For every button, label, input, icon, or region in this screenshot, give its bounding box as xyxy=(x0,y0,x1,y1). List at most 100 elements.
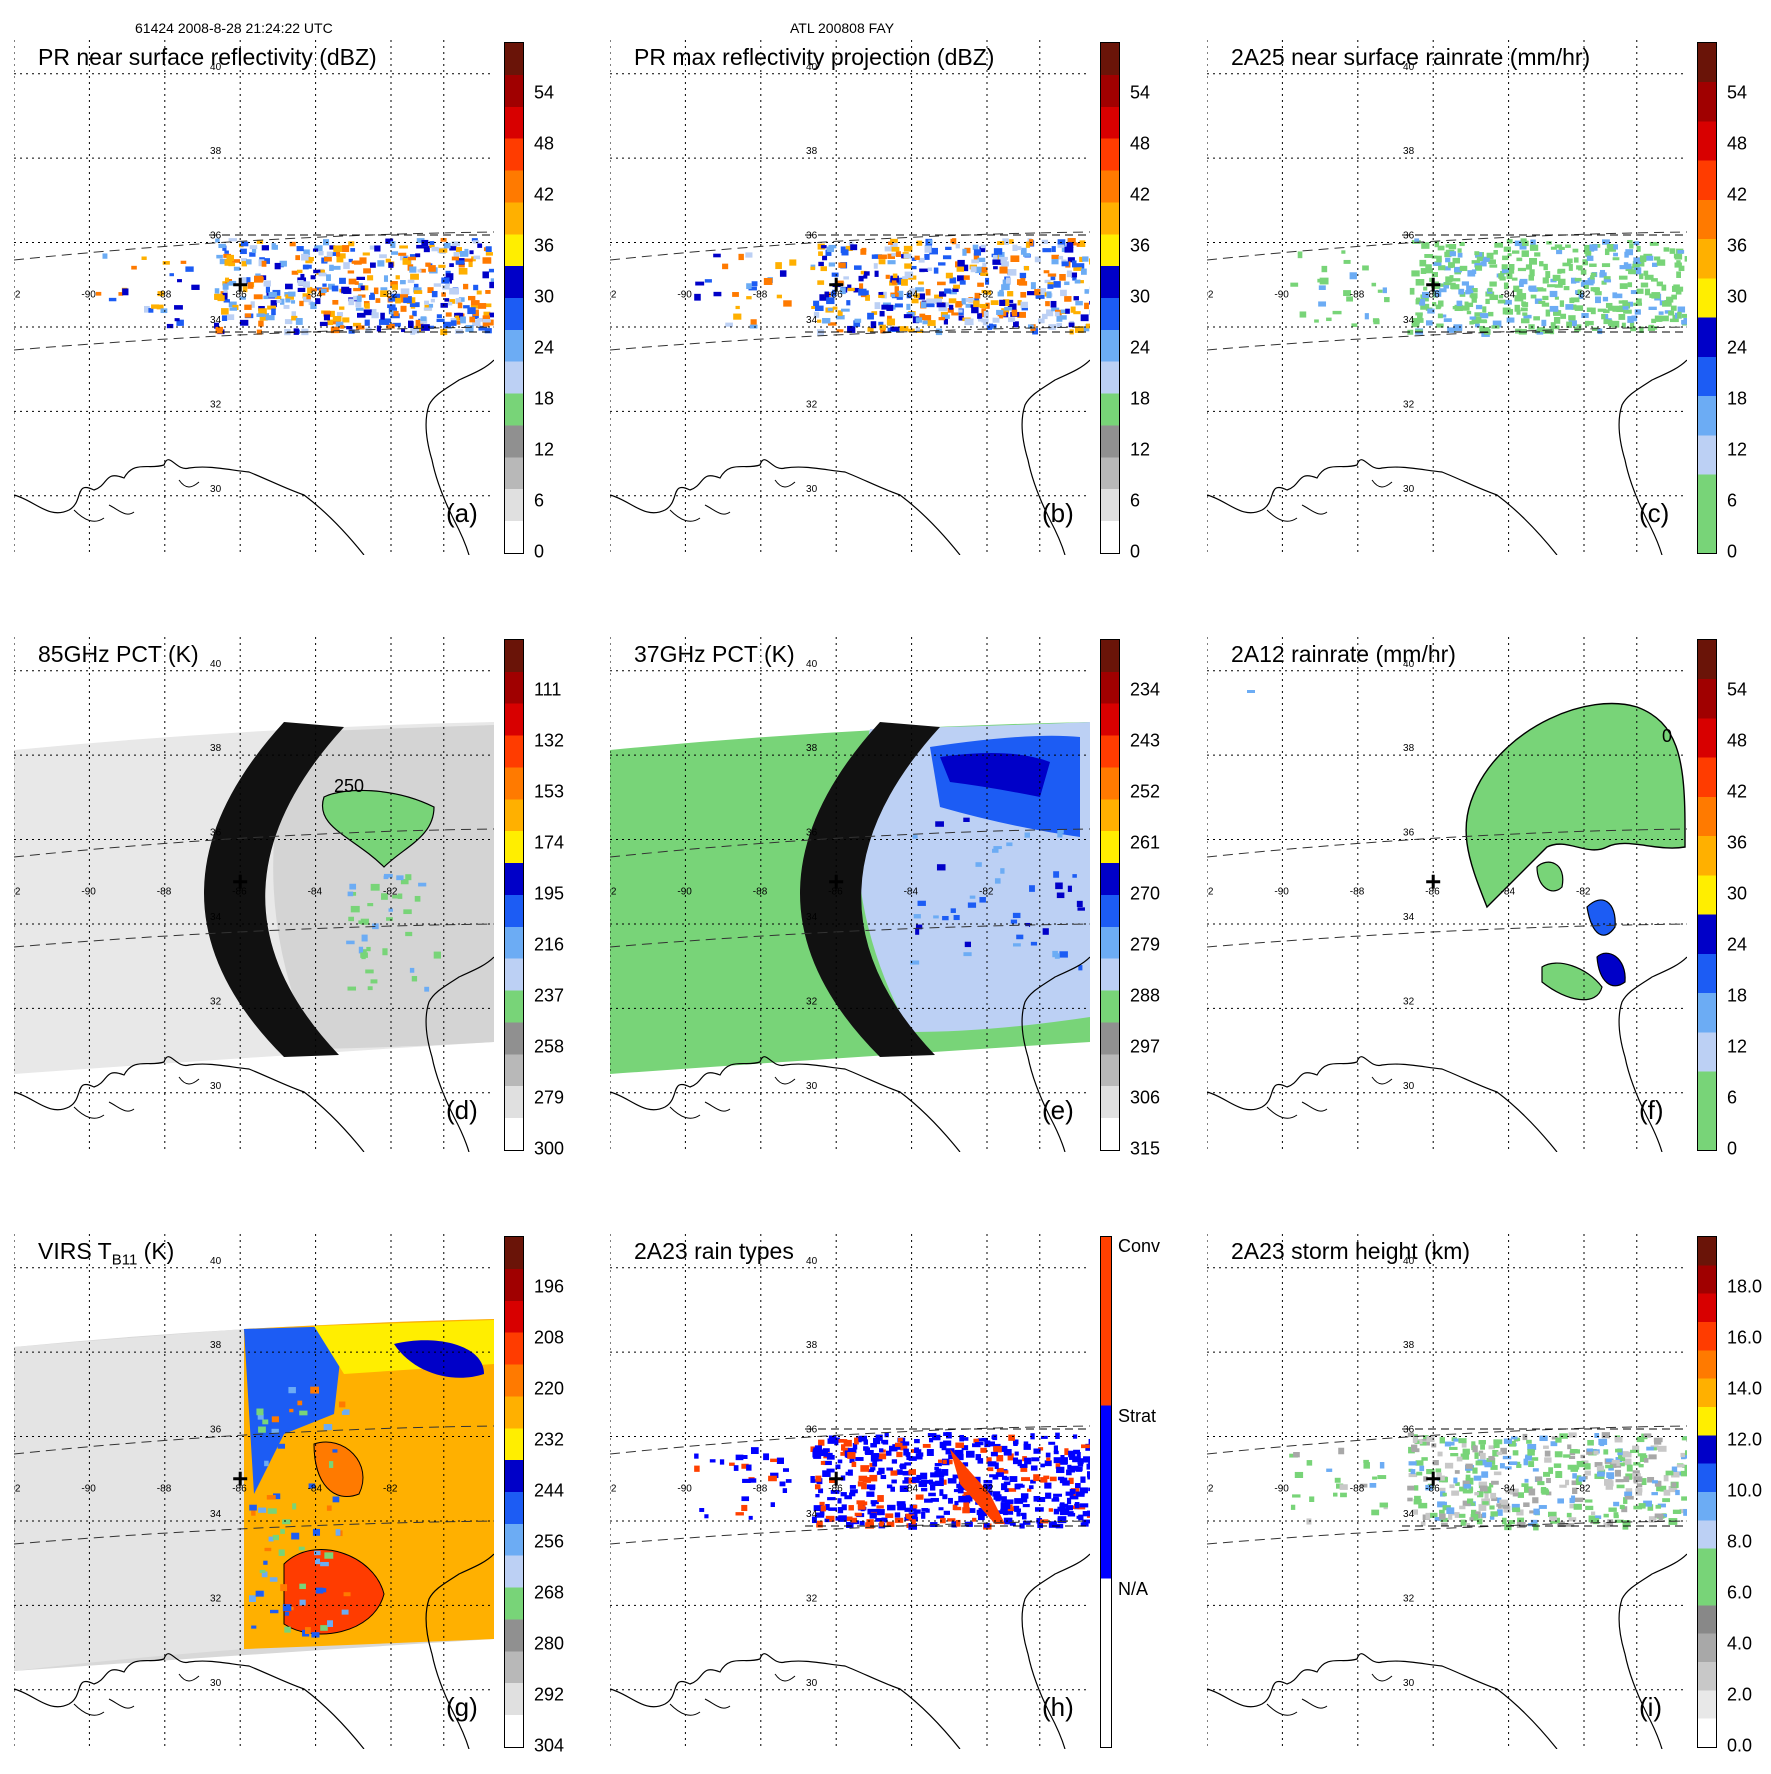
panel-title: 2A23 rain types xyxy=(634,1238,794,1265)
colorbar-tick: 36 xyxy=(1727,833,1747,854)
lon-label: -88 xyxy=(157,289,172,300)
colorbar-tick: 268 xyxy=(534,1583,564,1604)
lat-label: 34 xyxy=(1403,315,1415,326)
coastline-detail xyxy=(670,1674,795,1715)
lat-label: 34 xyxy=(210,912,222,923)
colorbar-tick: Conv xyxy=(1118,1236,1160,1257)
lat-label: 36 xyxy=(210,828,222,839)
lon-label: -82 xyxy=(979,289,994,300)
colorbar-tick: 48 xyxy=(1727,731,1747,752)
panel-letter: (g) xyxy=(446,1692,478,1723)
colorbar-tick: 280 xyxy=(534,1634,564,1655)
colorbar-tick: 300 xyxy=(534,1139,564,1160)
colorbar xyxy=(1100,42,1120,554)
coastline-detail xyxy=(670,1077,795,1118)
colorbar-tick: 54 xyxy=(1727,680,1747,701)
title-suffix: (K) xyxy=(137,1238,174,1264)
panel-letter: (a) xyxy=(446,498,478,529)
colorbar-tick: 6 xyxy=(1727,491,1737,512)
colorbar-tick: 42 xyxy=(1727,782,1747,803)
colorbar-tick: 111 xyxy=(534,680,561,701)
colorbar-tick: 36 xyxy=(1727,236,1747,257)
lat-label: 32 xyxy=(210,1593,222,1604)
colorbar-tick: 2.0 xyxy=(1727,1685,1752,1706)
colorbar-tick: 48 xyxy=(1130,134,1150,155)
colorbar-tick: 220 xyxy=(534,1379,564,1400)
lon-label: -84 xyxy=(308,1483,323,1494)
colorbar-tick: 258 xyxy=(534,1037,564,1058)
lat-label: 38 xyxy=(806,146,818,157)
lon-label: -88 xyxy=(1350,1483,1365,1494)
colorbar-tick: 48 xyxy=(1727,134,1747,155)
colorbar-tick: 24 xyxy=(1727,338,1747,359)
event-header: ATL 200808 FAY xyxy=(790,20,894,36)
colorbar-tick: 0.0 xyxy=(1727,1736,1752,1757)
colorbar-tick: 12 xyxy=(1727,1037,1747,1058)
panel-title: 2A25 near surface rainrate (mm/hr) xyxy=(1231,44,1590,71)
lat-label: 34 xyxy=(210,315,222,326)
coastline xyxy=(1207,460,1557,555)
colorbar xyxy=(504,42,524,554)
lat-label: 38 xyxy=(210,1340,222,1351)
precip-pixels xyxy=(1407,1432,1687,1530)
colorbar-tick: 42 xyxy=(1727,185,1747,206)
panel-title: 2A23 storm height (km) xyxy=(1231,1238,1470,1265)
precip-pixels xyxy=(214,238,494,335)
lon-label: -92 xyxy=(1207,886,1214,897)
lat-label: 40 xyxy=(806,1256,818,1267)
scattered-pixels xyxy=(1290,250,1389,327)
colorbar-tick: 24 xyxy=(1727,935,1747,956)
lat-label: 30 xyxy=(806,1678,818,1689)
lon-label: -84 xyxy=(904,886,919,897)
lon-label: -92 xyxy=(14,1483,21,1494)
colorbar-tick: 208 xyxy=(534,1328,564,1349)
lon-label: -92 xyxy=(14,289,21,300)
coastline xyxy=(14,1057,364,1152)
coastline-detail xyxy=(1267,1077,1392,1118)
lat-label: 40 xyxy=(210,1256,222,1267)
lon-label: -92 xyxy=(610,1483,617,1494)
lon-label: -82 xyxy=(1576,289,1591,300)
scattered-pixels xyxy=(694,252,796,328)
panel-letter: (b) xyxy=(1042,498,1074,529)
lon-label: -88 xyxy=(1350,886,1365,897)
lat-label: 30 xyxy=(210,1081,222,1092)
lon-label: -88 xyxy=(753,1483,768,1494)
title-subscript: B11 xyxy=(112,1252,138,1269)
lon-label: -84 xyxy=(1501,886,1516,897)
lon-label: -88 xyxy=(753,886,768,897)
colorbar-tick: 18 xyxy=(1130,389,1150,410)
lat-label: 32 xyxy=(1403,996,1415,1007)
lat-label: 38 xyxy=(1403,146,1415,157)
coastline xyxy=(610,460,960,555)
lat-label: 34 xyxy=(1403,1509,1415,1520)
panel-title: 37GHz PCT (K) xyxy=(634,641,795,668)
lon-label: -92 xyxy=(610,886,617,897)
colorbar-tick: 0 xyxy=(1130,542,1140,563)
colorbar xyxy=(504,639,524,1151)
title-prefix: VIRS T xyxy=(38,1238,112,1264)
colorbar-tick: 12 xyxy=(534,440,554,461)
colorbar-tick: 36 xyxy=(1130,236,1150,257)
panel-title: VIRS TB11 (K) xyxy=(38,1238,174,1269)
colorbar-tick: 42 xyxy=(1130,185,1150,206)
colorbar-tick: 4.0 xyxy=(1727,1634,1752,1655)
colorbar-tick: 12 xyxy=(1130,440,1150,461)
colorbar-tick: 30 xyxy=(1727,884,1747,905)
colorbar-tick: 42 xyxy=(534,185,554,206)
panel-letter: (f) xyxy=(1639,1095,1664,1126)
lat-label: 30 xyxy=(210,484,222,495)
colorbar-tick: 24 xyxy=(1130,338,1150,359)
lat-label: 38 xyxy=(1403,1340,1415,1351)
lon-label: -84 xyxy=(308,289,323,300)
colorbar-tick: 279 xyxy=(1130,935,1160,956)
lat-label: 40 xyxy=(806,659,818,670)
lon-label: -82 xyxy=(979,1483,994,1494)
lon-label: -82 xyxy=(383,289,398,300)
